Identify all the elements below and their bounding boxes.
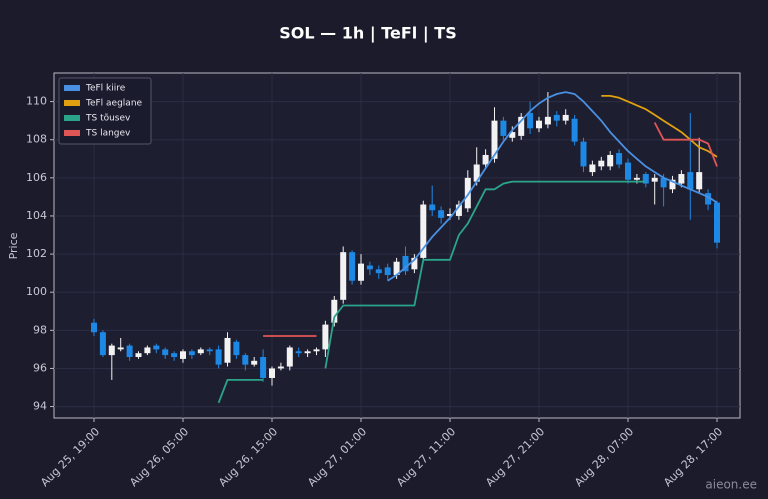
- y-tick-label: 110: [26, 95, 47, 108]
- legend-label: TS tõusev: [85, 114, 131, 124]
- candle-body: [518, 116, 525, 136]
- indicator-line: [387, 91, 718, 282]
- y-tick-label: 108: [26, 133, 47, 146]
- indicator-line: [601, 95, 718, 158]
- candle-body: [616, 153, 623, 165]
- candle-body: [295, 351, 302, 354]
- candle-body: [171, 353, 178, 358]
- candle-body: [349, 252, 356, 281]
- y-tick-label: 98: [33, 323, 47, 336]
- candle-body: [660, 177, 667, 188]
- candle-body: [135, 353, 142, 358]
- watermark: aieon.ee: [705, 478, 757, 492]
- y-tick-label: 94: [33, 400, 47, 413]
- candle-body: [340, 252, 347, 300]
- candle-body: [482, 154, 489, 165]
- candle-body: [233, 341, 240, 356]
- candle-body: [162, 349, 169, 356]
- candle-body: [384, 267, 391, 276]
- candle-body: [589, 164, 596, 173]
- candle-body: [402, 255, 409, 272]
- candle-body: [393, 261, 400, 276]
- candle-body: [429, 204, 436, 211]
- candle-body: [473, 164, 480, 182]
- candle-body: [687, 172, 694, 190]
- candle-body: [144, 347, 151, 354]
- candle-body: [420, 204, 427, 258]
- y-tick-label: 96: [33, 361, 47, 374]
- legend-label: TeFl kiire: [85, 84, 126, 94]
- indicator-line: [217, 180, 646, 404]
- legend-swatch: [64, 85, 80, 91]
- candle-body: [260, 357, 267, 378]
- candle-body: [286, 347, 293, 367]
- candle-body: [527, 113, 534, 129]
- candle-body: [714, 202, 720, 243]
- candle-body: [117, 347, 124, 350]
- legend-swatch: [64, 115, 80, 121]
- candle-body: [544, 116, 551, 125]
- candle-body: [562, 114, 569, 121]
- candle-body: [242, 355, 249, 365]
- candle-body: [455, 204, 462, 216]
- indicator-line: [263, 122, 718, 337]
- candle-body: [99, 332, 106, 356]
- candle-body: [331, 299, 338, 323]
- candle-body: [269, 368, 275, 378]
- y-tick-label: 104: [26, 209, 47, 222]
- candle-body: [447, 214, 453, 216]
- candle-body: [126, 345, 133, 358]
- y-axis-label: Price: [7, 232, 20, 259]
- candle-body: [571, 118, 578, 142]
- candle-body: [438, 210, 445, 218]
- candle-body: [366, 265, 373, 270]
- y-tick-label: 106: [26, 171, 47, 184]
- candle-body: [536, 120, 542, 129]
- candle-body: [464, 177, 471, 209]
- legend-box: [58, 77, 152, 145]
- candle-body: [625, 162, 631, 180]
- candle-body: [358, 263, 364, 281]
- candle-body: [277, 366, 284, 369]
- candle-body: [696, 172, 703, 190]
- candle-body: [322, 324, 329, 350]
- candle-body: [491, 120, 498, 159]
- candle-body: [705, 193, 712, 205]
- candle-body: [224, 337, 231, 363]
- legend-label: TeFl aeglane: [85, 99, 143, 109]
- candle-body: [633, 177, 640, 180]
- candle-body: [651, 177, 658, 182]
- candle-body: [251, 360, 258, 365]
- candle-body: [197, 349, 204, 354]
- candle-body: [598, 160, 605, 167]
- candle-body: [108, 345, 115, 356]
- candle-body: [153, 345, 160, 350]
- candle-body: [313, 349, 320, 352]
- candle-body: [678, 174, 685, 184]
- candle-body: [509, 132, 516, 138]
- y-tick-label: 100: [26, 285, 47, 298]
- candle-body: [215, 349, 222, 365]
- candle-body: [642, 174, 649, 184]
- candle-body: [180, 351, 186, 359]
- candle-body: [580, 141, 587, 167]
- candle-body: [500, 120, 507, 136]
- candle-body: [304, 351, 311, 354]
- legend-swatch: [64, 130, 80, 136]
- candle-body: [91, 322, 97, 333]
- candle-body: [669, 179, 676, 190]
- y-tick-label: 102: [26, 247, 47, 260]
- candle-body: [375, 269, 382, 274]
- candle-body: [411, 257, 418, 270]
- candle-body: [188, 351, 195, 356]
- candle-body: [206, 349, 213, 352]
- legend-label: TS langev: [85, 129, 131, 139]
- plot-area: [53, 72, 741, 419]
- legend-swatch: [64, 100, 80, 106]
- candle-body: [607, 154, 614, 167]
- chart-title: SOL — 1h | TeFl | TS: [279, 24, 456, 44]
- candle-body: [553, 114, 560, 121]
